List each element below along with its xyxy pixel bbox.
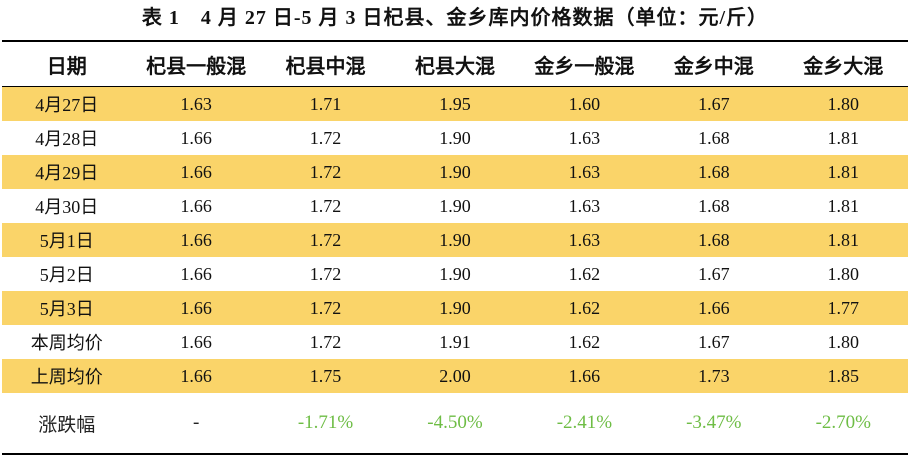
table-cell: 1.63 — [131, 86, 261, 121]
table-cell: 1.80 — [827, 263, 860, 284]
table-cell: 1.67 — [698, 331, 730, 352]
table-cell: -2.70% — [778, 393, 908, 454]
table-cell: 1.80 — [827, 331, 860, 352]
table-cell: 1.63 — [568, 127, 601, 148]
row-label: 4月28日 — [35, 129, 99, 149]
row-label: 上周均价 — [2, 359, 132, 393]
table-cell: -3.47% — [649, 393, 779, 454]
table-cell: 1.66 — [131, 359, 261, 393]
table-row: 4月30日 1.66 1.72 1.90 1.63 1.68 1.81 — [2, 189, 908, 223]
table-cell: 1.66 — [519, 359, 650, 393]
table-cell: 1.90 — [390, 223, 520, 257]
table-cell: 1.72 — [309, 127, 342, 148]
header-cell: 金乡一般混 — [519, 41, 650, 87]
table-cell: 1.62 — [568, 331, 601, 352]
table-cell: 1.81 — [827, 127, 860, 148]
row-label: 4月29日 — [2, 155, 132, 189]
table-cell: 1.62 — [519, 291, 650, 325]
row-label: 5月3日 — [2, 291, 132, 325]
table-cell: 2.00 — [390, 359, 520, 393]
table-cell: 1.75 — [260, 359, 391, 393]
table-cell: 1.66 — [131, 223, 261, 257]
table-cell: -1.71% — [260, 393, 391, 454]
table-cell: 1.72 — [260, 223, 391, 257]
table-cell: 1.91 — [439, 331, 471, 352]
table-title: 表 1 4 月 27 日-5 月 3 日杞县、金乡库内价格数据（单位：元/斤） — [141, 7, 769, 29]
table-cell: 1.66 — [649, 291, 779, 325]
table-cell: 1.66 — [131, 291, 261, 325]
table-cell: 1.90 — [439, 195, 471, 216]
header-cell: 金乡大混 — [778, 41, 908, 87]
header-row: 日期 杞县一般混 杞县中混 杞县大混 金乡一般混 金乡中混 金乡大混 — [2, 41, 908, 87]
header-cell: 杞县中混 — [260, 41, 391, 87]
table-row: 5月3日 1.66 1.72 1.90 1.62 1.66 1.77 — [2, 291, 908, 325]
table-cell: 1.63 — [519, 223, 650, 257]
table-cell: 1.66 — [180, 127, 212, 148]
table-cell: 1.72 — [309, 331, 342, 352]
table-cell: 1.68 — [698, 195, 730, 216]
table-cell: 1.72 — [309, 195, 342, 216]
table-cell: 1.90 — [439, 127, 471, 148]
table-cell: 1.72 — [309, 263, 342, 284]
table-cell: 1.72 — [260, 291, 391, 325]
table-cell: 1.63 — [519, 155, 650, 189]
table-cell: -4.50% — [390, 393, 520, 454]
header-cell: 杞县一般混 — [131, 41, 261, 87]
table-cell: 1.60 — [519, 86, 650, 121]
table-row: 4月28日 1.66 1.72 1.90 1.63 1.68 1.81 — [2, 121, 908, 155]
table-cell: 1.90 — [390, 291, 520, 325]
table-row: 5月2日 1.66 1.72 1.90 1.62 1.67 1.80 — [2, 257, 908, 291]
header-cell: 日期 — [2, 41, 132, 87]
table-cell: 1.62 — [568, 263, 601, 284]
table-cell: 1.63 — [568, 195, 601, 216]
table-cell: 1.73 — [649, 359, 779, 393]
table-cell: 1.85 — [778, 359, 908, 393]
table-row: 上周均价 1.66 1.75 2.00 1.66 1.73 1.85 — [2, 359, 908, 393]
table-cell: 1.68 — [649, 223, 779, 257]
table-body: 4月27日 1.63 1.71 1.95 1.60 1.67 1.80 4月28日 1.66 1.… — [2, 86, 908, 454]
table-cell: 1.90 — [439, 263, 471, 284]
table-row: 本周均价 1.66 1.72 1.91 1.62 1.67 1.80 — [2, 325, 908, 359]
header-cell: 金乡中混 — [649, 41, 779, 87]
table-cell: 1.95 — [390, 86, 520, 121]
table-cell: 1.66 — [180, 331, 212, 352]
table-cell: 1.72 — [260, 155, 391, 189]
table-row: 5月1日 1.66 1.72 1.90 1.63 1.68 1.81 — [2, 223, 908, 257]
row-label: 5月1日 — [2, 223, 132, 257]
table-cell: 1.67 — [649, 86, 779, 121]
row-label: 本周均价 — [30, 333, 103, 353]
header-cell: 杞县大混 — [390, 41, 520, 87]
price-table: 日期 杞县一般混 杞县中混 杞县大混 金乡一般混 金乡中混 金乡大混 4月27日 1.63 1.… — [2, 40, 908, 455]
row-label: 4月27日 — [2, 86, 132, 121]
table-cell: 1.67 — [698, 263, 730, 284]
table-cell: - — [131, 393, 261, 454]
table-cell: 1.68 — [698, 127, 730, 148]
table-cell: 1.71 — [260, 86, 391, 121]
table-cell: 1.66 — [180, 195, 212, 216]
row-label: 涨跌幅 — [2, 393, 132, 454]
table-cell: 1.90 — [390, 155, 520, 189]
table-cell: 1.77 — [778, 291, 908, 325]
table-cell: 1.81 — [778, 223, 908, 257]
table-cell: 1.81 — [827, 195, 860, 216]
table-cell: -2.41% — [519, 393, 650, 454]
table-cell: 1.81 — [778, 155, 908, 189]
table-row: 涨跌幅 - -1.71% -4.50% -2.41% -3.47% -2.70% — [2, 393, 908, 454]
row-label: 4月30日 — [35, 197, 99, 217]
table-row: 4月27日 1.63 1.71 1.95 1.60 1.67 1.80 — [2, 86, 908, 121]
table-row: 4月29日 1.66 1.72 1.90 1.63 1.68 1.81 — [2, 155, 908, 189]
table-cell: 1.66 — [131, 155, 261, 189]
table-cell: 1.68 — [649, 155, 779, 189]
row-label: 5月2日 — [39, 265, 94, 285]
table-cell: 1.66 — [180, 263, 212, 284]
table-cell: 1.80 — [778, 86, 908, 121]
